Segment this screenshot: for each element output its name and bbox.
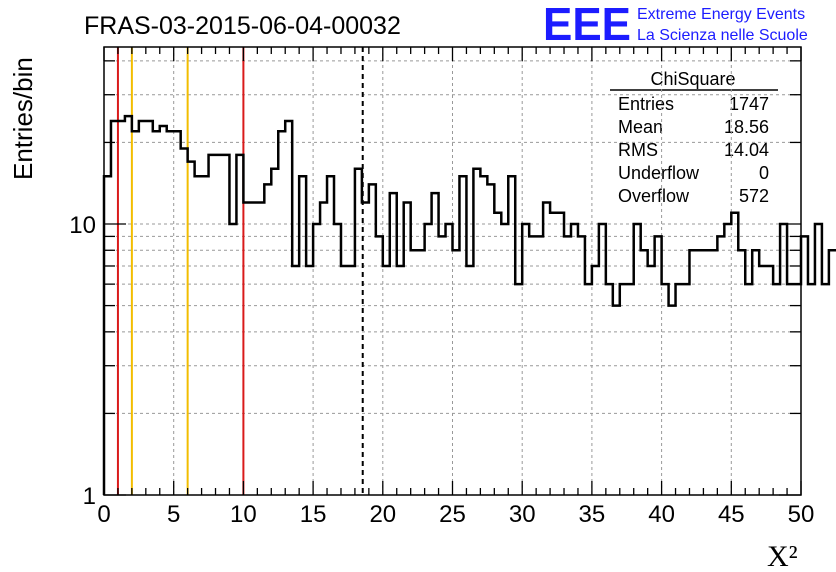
histogram-outline <box>102 114 836 495</box>
y-tick-label: 10 <box>69 212 96 239</box>
stats-box: ChiSquare Entries 1747 Mean 18.56 RMS 14.04 Un… <box>610 69 778 206</box>
stats-row-value: 572 <box>739 186 769 206</box>
grid-lines <box>104 47 801 495</box>
x-tick-label: 35 <box>579 501 606 528</box>
eee-logo: EEE <box>543 0 631 50</box>
stats-row-value: 0 <box>759 163 769 183</box>
histogram <box>102 114 836 495</box>
stats-row-label: Underflow <box>618 163 700 183</box>
x-tick-label: 25 <box>439 501 466 528</box>
y-axis-label: Entries/bin <box>8 57 38 180</box>
x-tick-label: 45 <box>718 501 745 528</box>
x-tick-label: 20 <box>369 501 396 528</box>
x-tick-label: 40 <box>648 501 675 528</box>
stats-row-value: 18.56 <box>724 117 769 137</box>
x-tick-label: 10 <box>230 501 257 528</box>
x-tick-label: 30 <box>509 501 536 528</box>
reference-lines <box>116 47 364 495</box>
axes: 0 5 10 15 20 25 30 35 40 45 50 1 10 <box>69 46 815 528</box>
run-title: FRAS-03-2015-06-04-00032 <box>84 12 401 40</box>
stats-title: ChiSquare <box>650 69 735 89</box>
stats-row-label: RMS <box>618 140 658 160</box>
x-tick-label: 50 <box>788 501 815 528</box>
project-name-line1: Extreme Energy Events <box>637 6 805 23</box>
x-tick-label: 15 <box>300 501 327 528</box>
x-axis-label: X² <box>767 540 798 572</box>
project-name-line2: La Scienza nelle Scuole <box>637 27 808 44</box>
x-tick-label: 5 <box>167 501 180 528</box>
stats-row-label: Mean <box>618 117 663 137</box>
x-tick-label: 0 <box>97 501 110 528</box>
stats-row-label: Overflow <box>618 186 690 206</box>
stats-row-value: 1747 <box>729 94 769 114</box>
stats-row-value: 14.04 <box>724 140 769 160</box>
y-tick-label: 1 <box>83 483 96 510</box>
stats-row-label: Entries <box>618 94 674 114</box>
